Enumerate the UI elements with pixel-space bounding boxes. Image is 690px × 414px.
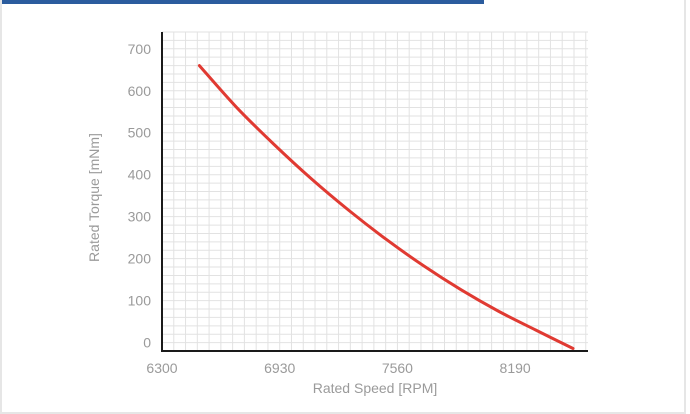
y-tick-label: 500 — [128, 125, 152, 141]
y-tick-labels: 0 100 200 300 400 500 600 700 — [128, 41, 152, 351]
y-axis-label: Rated Torque [mNm] — [86, 133, 102, 262]
x-tick-label: 6300 — [146, 360, 177, 376]
x-tick-labels: 6300 6930 7560 8190 — [146, 360, 530, 376]
x-axis-label: Rated Speed [RPM] — [313, 380, 438, 396]
x-tick-label: 7560 — [382, 360, 413, 376]
y-tick-label: 400 — [128, 167, 152, 183]
accent-bar — [2, 0, 484, 4]
y-tick-label: 100 — [128, 293, 152, 309]
y-tick-label: 0 — [143, 335, 151, 351]
x-tick-label: 8190 — [500, 360, 531, 376]
y-tick-label: 300 — [128, 209, 152, 225]
chart-series — [197, 64, 575, 350]
chart-axes — [161, 32, 588, 352]
y-tick-label: 600 — [128, 83, 152, 99]
y-tick-label: 200 — [128, 251, 152, 267]
y-tick-label: 700 — [128, 41, 152, 57]
series-line — [197, 64, 575, 350]
x-tick-label: 6930 — [264, 360, 295, 376]
chart-grid — [161, 31, 588, 351]
